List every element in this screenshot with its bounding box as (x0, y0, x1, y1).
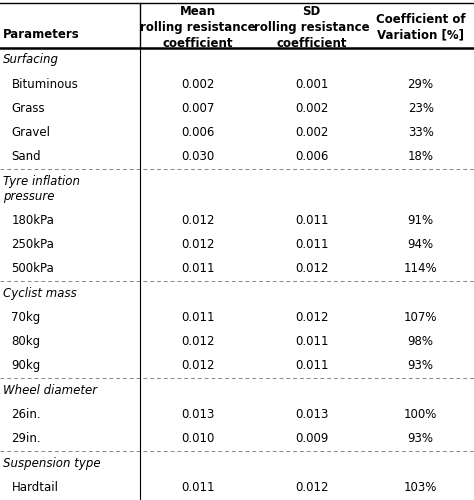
Text: 0.013: 0.013 (181, 408, 215, 421)
Text: Grass: Grass (11, 102, 45, 115)
Text: Gravel: Gravel (11, 126, 50, 139)
Text: 0.010: 0.010 (181, 432, 215, 445)
Text: 0.030: 0.030 (181, 150, 215, 163)
Text: 29%: 29% (408, 78, 434, 91)
Text: 0.011: 0.011 (181, 481, 215, 494)
Text: 103%: 103% (404, 481, 438, 494)
Text: 250kPa: 250kPa (11, 238, 54, 251)
Text: 0.012: 0.012 (295, 481, 328, 494)
Text: 0.009: 0.009 (295, 432, 328, 445)
Text: Sand: Sand (11, 150, 41, 163)
Text: 29in.: 29in. (11, 432, 41, 445)
Text: Hardtail: Hardtail (11, 481, 58, 494)
Text: 0.002: 0.002 (295, 126, 328, 139)
Text: 0.006: 0.006 (295, 150, 328, 163)
Text: 0.012: 0.012 (295, 311, 328, 324)
Text: Parameters: Parameters (3, 28, 80, 42)
Text: 0.012: 0.012 (295, 262, 328, 275)
Text: 0.001: 0.001 (295, 78, 328, 91)
Text: 0.012: 0.012 (181, 335, 215, 348)
Text: 70kg: 70kg (11, 311, 41, 324)
Text: SD
rolling resistance
coefficient: SD rolling resistance coefficient (254, 4, 369, 50)
Text: 0.012: 0.012 (181, 214, 215, 227)
Text: Bituminous: Bituminous (11, 78, 78, 91)
Text: 100%: 100% (404, 408, 438, 421)
Text: Mean
rolling resistance
coefficient: Mean rolling resistance coefficient (140, 4, 255, 50)
Text: Suspension type: Suspension type (3, 456, 101, 469)
Text: Surfacing: Surfacing (3, 54, 59, 66)
Text: Cyclist mass: Cyclist mass (3, 286, 77, 300)
Text: 33%: 33% (408, 126, 434, 139)
Text: 26in.: 26in. (11, 408, 41, 421)
Text: Wheel diameter: Wheel diameter (3, 384, 98, 396)
Text: 0.011: 0.011 (181, 311, 215, 324)
Text: 0.011: 0.011 (295, 214, 328, 227)
Text: 93%: 93% (408, 432, 434, 445)
Text: 91%: 91% (408, 214, 434, 227)
Text: 0.006: 0.006 (181, 126, 215, 139)
Text: 0.011: 0.011 (181, 262, 215, 275)
Text: 93%: 93% (408, 359, 434, 372)
Text: Coefficient of
Variation [%]: Coefficient of Variation [%] (376, 12, 465, 42)
Text: 0.007: 0.007 (181, 102, 215, 115)
Text: 107%: 107% (404, 311, 438, 324)
Text: 500kPa: 500kPa (11, 262, 54, 275)
Text: Tyre inflation
pressure: Tyre inflation pressure (3, 174, 80, 203)
Text: 98%: 98% (408, 335, 434, 348)
Text: 0.012: 0.012 (181, 238, 215, 251)
Text: 18%: 18% (408, 150, 434, 163)
Text: 0.002: 0.002 (181, 78, 215, 91)
Text: 80kg: 80kg (11, 335, 40, 348)
Text: 0.011: 0.011 (295, 359, 328, 372)
Text: 0.011: 0.011 (295, 238, 328, 251)
Text: 90kg: 90kg (11, 359, 41, 372)
Text: 0.002: 0.002 (295, 102, 328, 115)
Text: 0.011: 0.011 (295, 335, 328, 348)
Text: 0.012: 0.012 (181, 359, 215, 372)
Text: 23%: 23% (408, 102, 434, 115)
Text: 0.013: 0.013 (295, 408, 328, 421)
Text: 94%: 94% (408, 238, 434, 251)
Text: 180kPa: 180kPa (11, 214, 54, 227)
Text: 114%: 114% (404, 262, 438, 275)
